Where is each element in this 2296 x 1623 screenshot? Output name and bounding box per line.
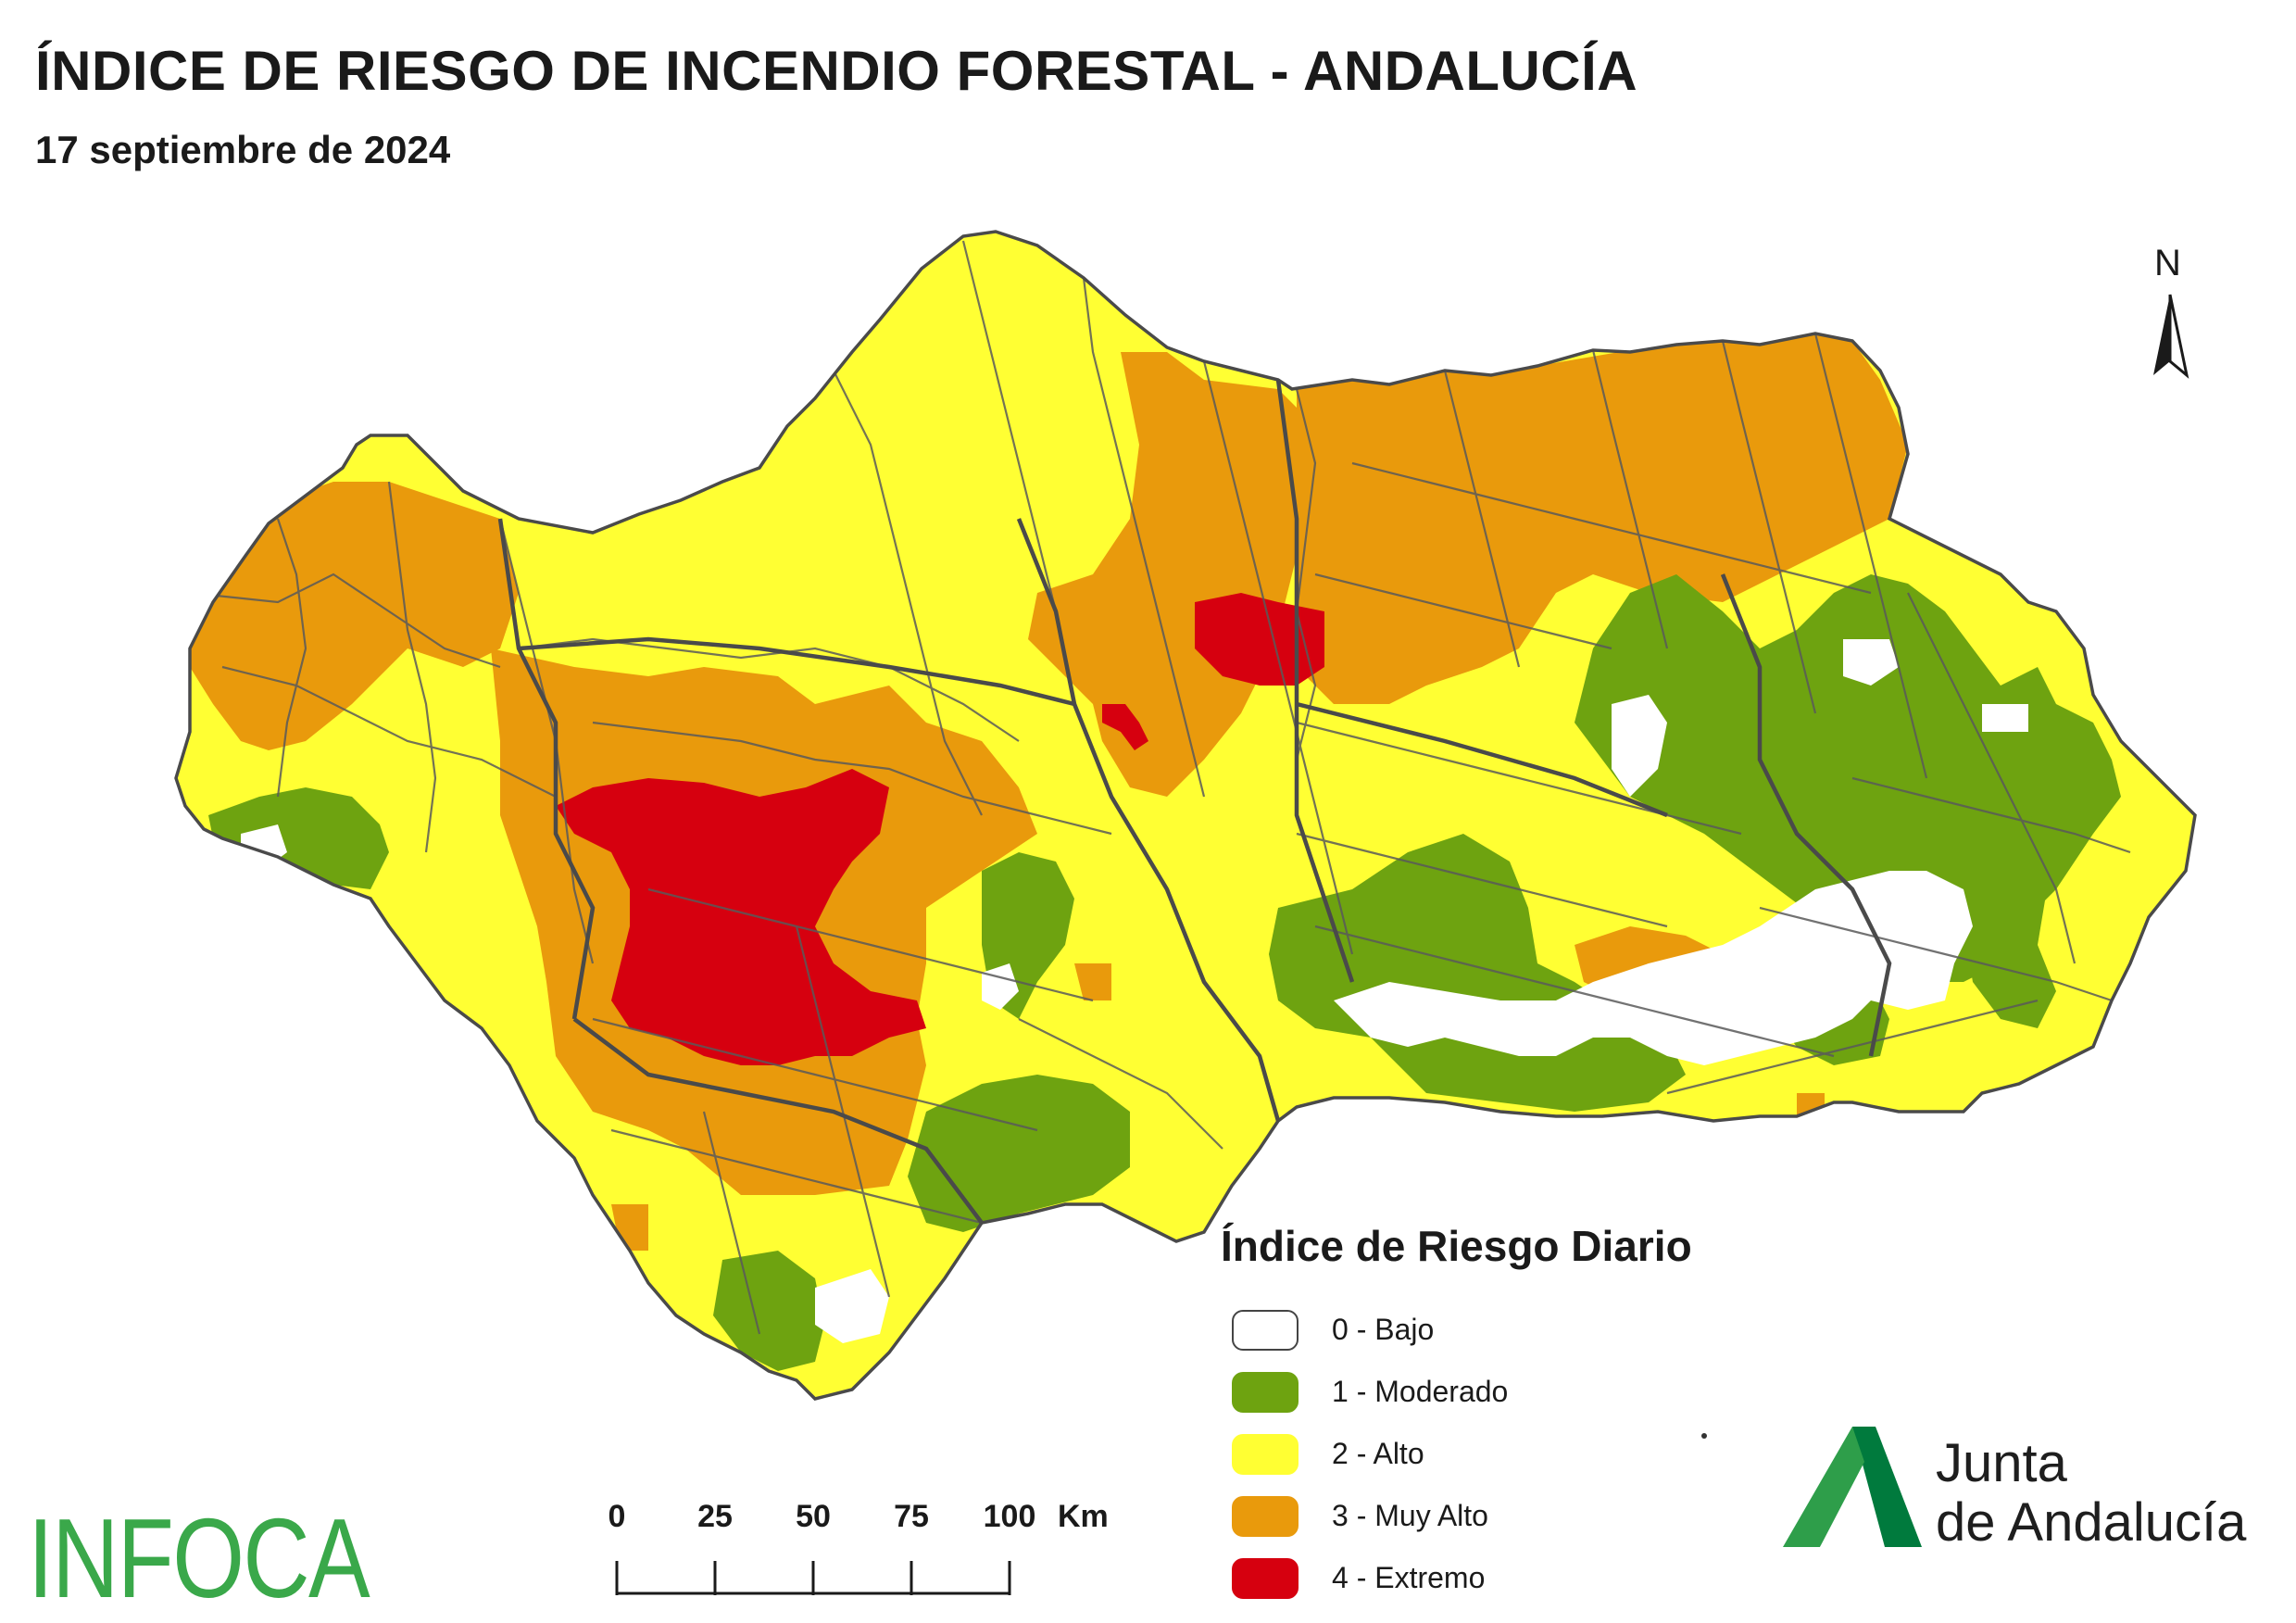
zones-bajo: [241, 639, 2028, 1343]
legend-item-alto: 2 - Alto: [1221, 1423, 1692, 1485]
north-arrow-icon: [2153, 294, 2189, 379]
legend-item-moderado: 1 - Moderado: [1221, 1361, 1692, 1423]
scale-bar-graphic: [615, 1561, 1011, 1595]
legend-swatch-alto: [1232, 1433, 1299, 1475]
legend-swatch-bajo: [1232, 1309, 1299, 1351]
legend-label: 2 - Alto: [1332, 1437, 1424, 1470]
scale-tick-0: 0: [608, 1499, 626, 1534]
municipal-borders: [189, 240, 2131, 1335]
legend-swatch-extremo: [1232, 1557, 1299, 1599]
legend-title: Índice de Riesgo Diario: [1221, 1222, 1692, 1270]
junta-logo-line1: Junta: [1936, 1433, 2067, 1493]
scale-tick-75: 75: [894, 1499, 929, 1534]
legend-label: 4 - Extremo: [1332, 1561, 1486, 1594]
legend-swatch-moderado: [1232, 1371, 1299, 1413]
zones-moderado: [208, 574, 2121, 1371]
legend-label: 1 - Moderado: [1332, 1375, 1509, 1408]
scale-tick-100: 100: [983, 1499, 1036, 1534]
page-title: ÍNDICE DE RIESGO DE INCENDIO FORESTAL - …: [35, 40, 1638, 102]
junta-logo-line2: de Andalucía: [1936, 1492, 2247, 1553]
north-label: N: [2154, 243, 2181, 283]
map-date: 17 septiembre de 2024: [35, 128, 451, 171]
scale-tick-25: 25: [697, 1499, 733, 1534]
legend-label: 0 - Bajo: [1332, 1313, 1435, 1346]
provincial-borders: [497, 379, 1892, 1225]
legend: Índice de Riesgo Diario 0 - Bajo 1 - Mod…: [1221, 1221, 1692, 1609]
legend-swatch-muy-alto: [1232, 1495, 1299, 1537]
legend-item-muy-alto: 3 - Muy Alto: [1221, 1485, 1692, 1547]
scale-unit: Km: [1058, 1499, 1109, 1534]
junta-logo-icon: [1783, 1427, 1922, 1547]
map-dot: [1701, 1433, 1707, 1439]
scale-tick-50: 50: [796, 1499, 831, 1534]
junta-andalucia-logo: Junta de Andalucía: [1778, 1415, 2260, 1564]
legend-item-extremo: 4 - Extremo: [1221, 1547, 1692, 1609]
legend-label: 3 - Muy Alto: [1332, 1499, 1488, 1532]
zones-extremo: [556, 593, 1324, 1065]
infoca-logo: INFOCA: [28, 1495, 370, 1621]
legend-item-bajo: 0 - Bajo: [1221, 1299, 1692, 1361]
